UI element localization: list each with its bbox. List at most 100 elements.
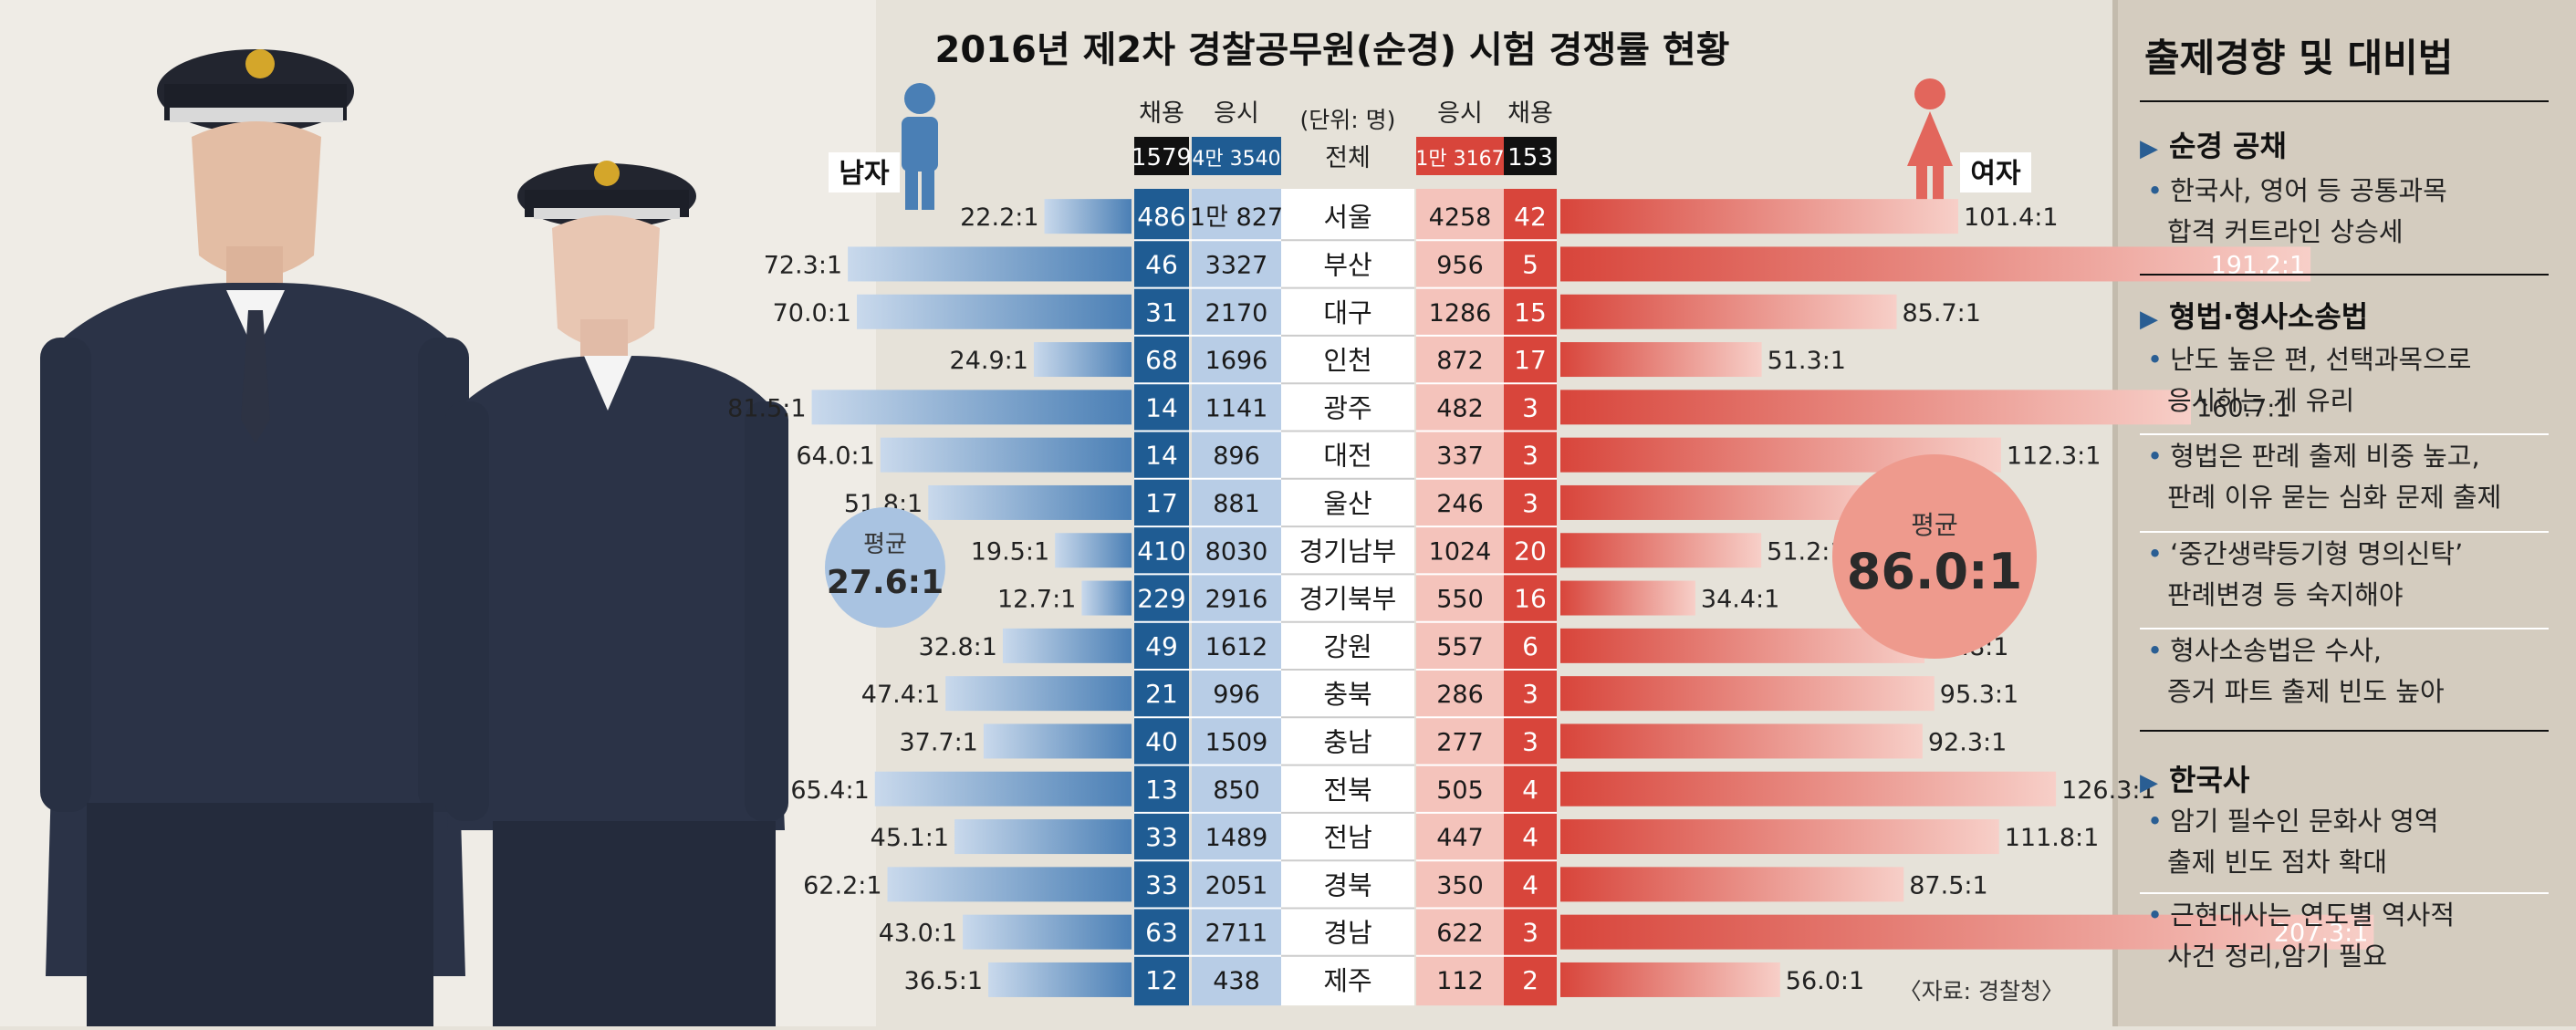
female-person-icon bbox=[1916, 164, 1927, 210]
male-bar bbox=[1044, 199, 1132, 234]
bullet-icon: • bbox=[2147, 635, 2164, 666]
female-average-circle bbox=[1832, 454, 2037, 659]
female-hire-value: 3 bbox=[1522, 918, 1538, 948]
male-hire-column bbox=[1134, 189, 1189, 1006]
female-bar bbox=[1560, 342, 1762, 378]
female-hire-value: 4 bbox=[1522, 869, 1538, 900]
male-bar bbox=[963, 914, 1132, 950]
male-hire-value: 68 bbox=[1145, 345, 1178, 375]
male-bar bbox=[945, 676, 1132, 712]
female-apply-value: 246 bbox=[1436, 490, 1484, 518]
item-line: ‘중간생략등기형 명의신탁’ bbox=[2170, 538, 2464, 569]
male-apply-value: 8030 bbox=[1205, 537, 1268, 566]
female-hire-value: 3 bbox=[1522, 441, 1538, 471]
male-apply-value: 438 bbox=[1213, 967, 1260, 995]
item-divider bbox=[2140, 433, 2549, 435]
male-apply-column bbox=[1192, 189, 1281, 1006]
region-column bbox=[1281, 189, 1414, 1006]
item-line: 증거 파트 출제 빈도 높아 bbox=[2167, 676, 2445, 707]
female-bar bbox=[1560, 533, 1762, 568]
male-label: 남자 bbox=[839, 158, 890, 190]
female-hire-value: 3 bbox=[1522, 726, 1538, 756]
total-female-hire-cell bbox=[1504, 137, 1557, 175]
female-person-icon bbox=[1907, 111, 1953, 166]
bullet-icon: • bbox=[2147, 900, 2164, 931]
male-hire-value: 17 bbox=[1145, 488, 1178, 518]
male-bar bbox=[887, 867, 1132, 902]
total-female-apply: 1만 3167 bbox=[1415, 148, 1504, 171]
side-panel-title: 출제경향 및 대비법 bbox=[2144, 36, 2454, 80]
female-ratio-label: 160.7:1 bbox=[2196, 394, 2291, 422]
female-hire-value: 6 bbox=[1522, 631, 1538, 661]
column-header-male-apply: 응시 bbox=[1214, 99, 1259, 128]
male-hire-value: 40 bbox=[1145, 726, 1178, 756]
region-label: 광주 bbox=[1323, 392, 1371, 423]
police-uniform-photo bbox=[0, 0, 876, 1026]
male-apply-value: 2711 bbox=[1205, 920, 1268, 948]
region-label: 전남 bbox=[1323, 822, 1371, 853]
region-label: 경남 bbox=[1323, 918, 1371, 949]
female-average-label: 평균 bbox=[1911, 510, 1958, 540]
item-line: 사건 정리,암기 필요 bbox=[2167, 941, 2388, 972]
item-line: 합격 커트라인 상승세 bbox=[2167, 216, 2404, 247]
female-hire-value: 4 bbox=[1522, 775, 1538, 805]
male-ratio-label: 45.1:1 bbox=[871, 824, 949, 852]
male-hire-value: 14 bbox=[1145, 392, 1178, 422]
triangle-icon: ▶ bbox=[2140, 769, 2158, 796]
heading-korean-history: ▶ 한국사 bbox=[2140, 757, 2249, 799]
male-apply-value: 1612 bbox=[1205, 633, 1268, 661]
male-apply-value: 1489 bbox=[1205, 824, 1268, 852]
female-label-box bbox=[1960, 152, 2031, 192]
female-apply-value: 622 bbox=[1436, 920, 1484, 948]
male-ratio-label: 24.9:1 bbox=[950, 347, 1028, 375]
female-bar bbox=[1560, 819, 1999, 855]
male-ratio-label: 12.7:1 bbox=[997, 586, 1076, 614]
item-line: 판례 이유 묻는 심화 문제 출제 bbox=[2167, 482, 2502, 513]
female-ratio-label: 92.3:1 bbox=[1928, 728, 2007, 756]
male-ratio-label: 32.8:1 bbox=[919, 633, 997, 661]
total-label: 전체 bbox=[1325, 144, 1371, 172]
female-apply-value: 956 bbox=[1436, 251, 1484, 279]
male-bar bbox=[983, 723, 1132, 759]
region-label: 제주 bbox=[1323, 965, 1371, 996]
female-apply-value: 1024 bbox=[1429, 537, 1492, 566]
region-label: 경기남부 bbox=[1299, 536, 1397, 567]
column-header-female-apply: 응시 bbox=[1437, 99, 1483, 128]
male-person-icon bbox=[902, 117, 938, 172]
male-bar bbox=[988, 962, 1132, 997]
female-ratio-label: 101.4:1 bbox=[1964, 203, 2059, 232]
male-ratio-label: 65.4:1 bbox=[790, 776, 869, 805]
list-item: • 형법은 판례 출제 비중 높고, 판례 이유 묻는 심화 문제 출제 bbox=[2147, 436, 2501, 518]
list-item: • 한국사, 영어 등 공통과목 합격 커트라인 상승세 bbox=[2147, 171, 2447, 253]
source-note: 〈자료: 경찰청〉 bbox=[1899, 978, 2064, 1004]
total-female-hire: 153 bbox=[1507, 144, 1553, 172]
male-hire-value: 31 bbox=[1145, 297, 1178, 328]
male-hire-value: 410 bbox=[1137, 536, 1185, 566]
female-apply-value: 337 bbox=[1436, 442, 1484, 471]
male-hire-value: 486 bbox=[1137, 202, 1185, 232]
region-label: 인천 bbox=[1323, 345, 1371, 376]
female-apply-value: 482 bbox=[1436, 394, 1484, 422]
female-ratio-label: 207.3:1 bbox=[2274, 920, 2369, 948]
male-ratio-label: 47.4:1 bbox=[861, 681, 940, 709]
female-apply-value: 286 bbox=[1436, 681, 1484, 709]
male-apply-value: 3327 bbox=[1205, 251, 1268, 279]
male-bar bbox=[880, 437, 1132, 473]
region-label: 대구 bbox=[1323, 297, 1371, 328]
female-hire-value: 4 bbox=[1522, 822, 1538, 852]
region-label: 경북 bbox=[1323, 869, 1371, 900]
list-item: • 암기 필수인 문화사 영역 출제 빈도 점차 확대 bbox=[2147, 801, 2439, 883]
male-apply-value: 2051 bbox=[1205, 871, 1268, 900]
list-item: • 형사소송법은 수사, 증거 파트 출제 빈도 높아 bbox=[2147, 630, 2445, 713]
male-person-icon bbox=[922, 164, 934, 210]
female-bar bbox=[1560, 294, 1897, 329]
region-label: 전북 bbox=[1323, 775, 1371, 806]
region-label: 충남 bbox=[1323, 726, 1371, 757]
male-ratio-label: 22.2:1 bbox=[960, 203, 1038, 232]
heading-recruitment: ▶ 순경 공채 bbox=[2140, 123, 2287, 165]
female-apply-value: 350 bbox=[1436, 871, 1484, 900]
total-male-hire-cell bbox=[1134, 137, 1189, 175]
heading-label: 형법·형사소송법 bbox=[2169, 299, 2369, 334]
male-apply-value: 896 bbox=[1213, 442, 1260, 471]
